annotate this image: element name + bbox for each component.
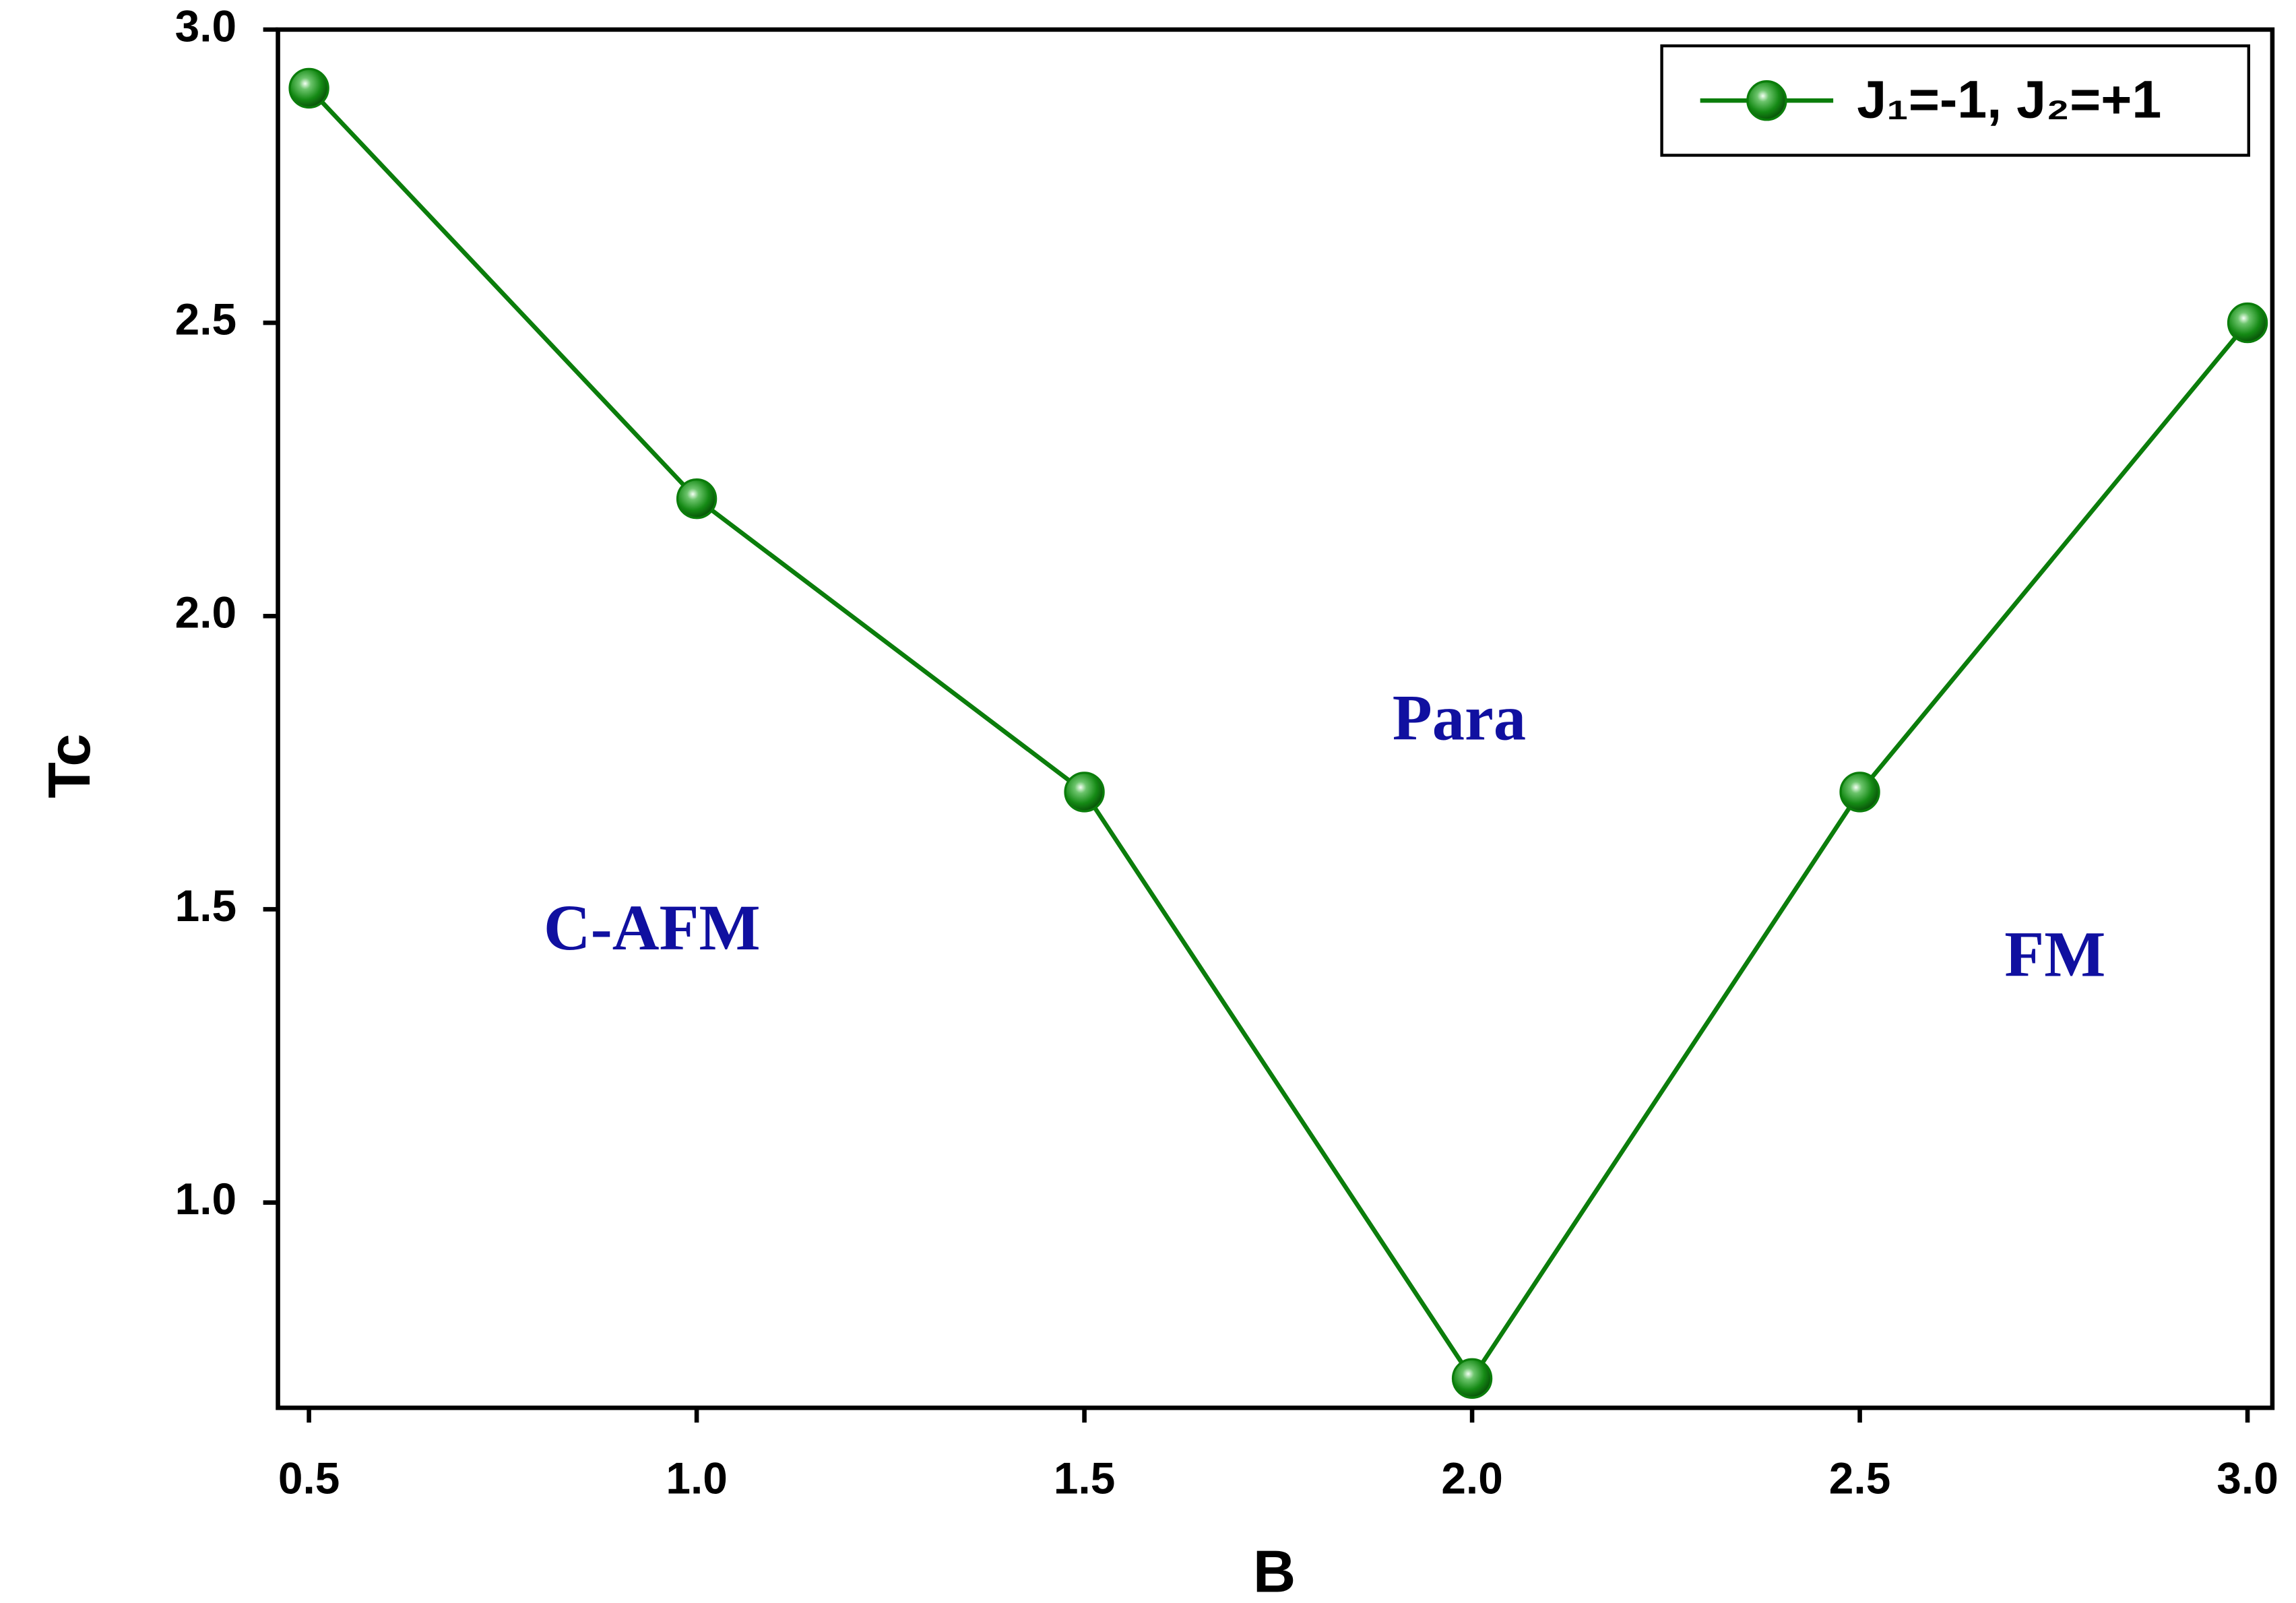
series-line (307, 86, 2250, 1383)
region-label: C-AFM (544, 891, 761, 964)
plot-frame (276, 27, 2275, 1410)
data-point (676, 478, 718, 520)
x-tick-label: 2.0 (1441, 1453, 1503, 1503)
region-label: FM (2004, 918, 2105, 991)
region-label: Para (1393, 682, 1526, 754)
y-axis-label: Tc (36, 734, 102, 798)
data-point (1451, 1358, 1493, 1399)
legend-label: J₁=-1, J₂=+1 (1857, 69, 2161, 129)
x-tick-label: 2.5 (1829, 1453, 1891, 1503)
x-tick-label: 3.0 (2217, 1453, 2278, 1503)
y-tick-label: 1.0 (175, 1174, 237, 1224)
y-tick-label: 1.5 (175, 881, 237, 931)
data-point (2227, 302, 2268, 344)
y-tick-label: 2.0 (175, 588, 237, 637)
x-axis-label: B (1253, 1539, 1296, 1603)
x-tick-label: 1.5 (1054, 1453, 1116, 1503)
y-tick-label: 3.0 (175, 1, 237, 51)
x-tick-label: 0.5 (278, 1453, 340, 1503)
y-tick-label: 2.5 (175, 294, 237, 344)
data-point (1064, 772, 1105, 813)
data-point (288, 67, 329, 109)
legend-marker (1746, 80, 1787, 121)
x-tick-label: 1.0 (666, 1453, 728, 1503)
data-point (1839, 772, 1880, 813)
